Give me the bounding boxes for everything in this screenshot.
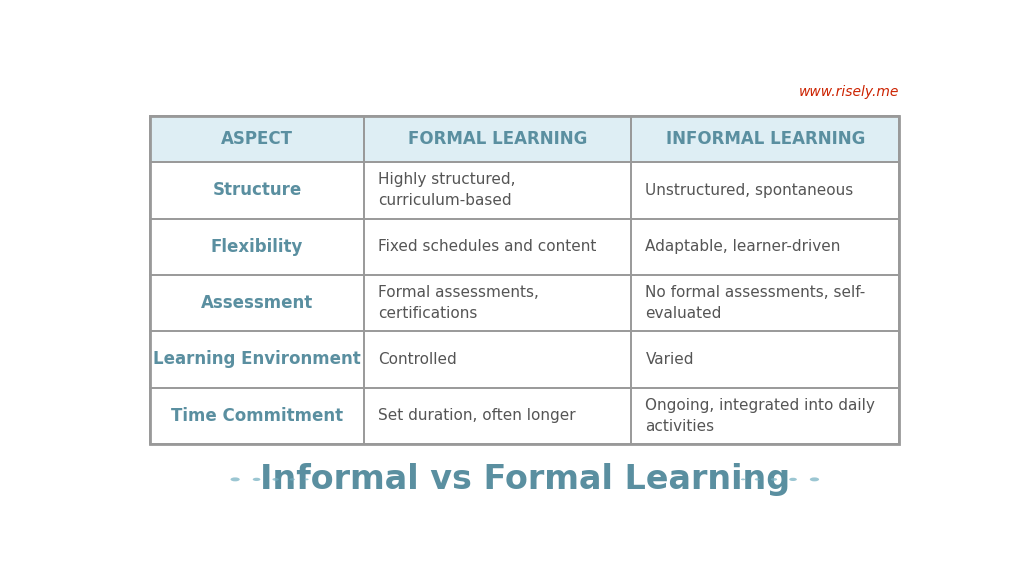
Bar xyxy=(364,331,631,388)
Bar xyxy=(151,331,364,388)
Bar xyxy=(631,388,899,444)
Bar xyxy=(151,218,364,275)
Bar xyxy=(151,388,364,444)
Bar xyxy=(364,275,631,331)
Bar xyxy=(631,116,899,162)
Bar xyxy=(151,162,364,218)
Bar xyxy=(151,218,364,275)
Text: www.risely.me: www.risely.me xyxy=(799,85,899,98)
Text: Informal vs Formal Learning: Informal vs Formal Learning xyxy=(260,463,790,496)
Bar xyxy=(631,331,899,388)
Bar xyxy=(364,162,631,218)
Text: Structure: Structure xyxy=(212,181,302,199)
Text: Time Commitment: Time Commitment xyxy=(171,407,343,425)
Bar xyxy=(631,218,899,275)
Text: Adaptable, learner-driven: Adaptable, learner-driven xyxy=(645,239,841,254)
Bar xyxy=(631,162,899,218)
Ellipse shape xyxy=(741,479,745,480)
Text: Flexibility: Flexibility xyxy=(211,238,303,256)
Text: Controlled: Controlled xyxy=(378,352,457,367)
Ellipse shape xyxy=(771,478,777,481)
Text: ASPECT: ASPECT xyxy=(221,130,293,148)
Ellipse shape xyxy=(290,478,295,480)
Bar xyxy=(631,116,899,162)
Bar xyxy=(151,116,364,162)
Text: Varied: Varied xyxy=(645,352,694,367)
Bar xyxy=(364,388,631,444)
Text: FORMAL LEARNING: FORMAL LEARNING xyxy=(408,130,587,148)
Text: Highly structured,
curriculum-based: Highly structured, curriculum-based xyxy=(378,172,515,209)
Bar xyxy=(151,388,364,444)
Bar xyxy=(364,162,631,218)
Text: No formal assessments, self-
evaluated: No formal assessments, self- evaluated xyxy=(645,285,865,321)
Bar xyxy=(631,162,899,218)
Bar xyxy=(151,116,899,444)
Ellipse shape xyxy=(253,478,260,481)
Bar xyxy=(151,275,364,331)
Bar xyxy=(151,162,364,218)
Bar xyxy=(364,331,631,388)
Bar xyxy=(364,116,631,162)
Bar xyxy=(364,275,631,331)
Bar xyxy=(631,275,899,331)
Text: Unstructured, spontaneous: Unstructured, spontaneous xyxy=(645,183,854,198)
Text: Ongoing, integrated into daily
activities: Ongoing, integrated into daily activitie… xyxy=(645,398,876,434)
Bar xyxy=(631,218,899,275)
Ellipse shape xyxy=(230,478,240,482)
Bar xyxy=(364,218,631,275)
Ellipse shape xyxy=(755,478,760,480)
Ellipse shape xyxy=(304,479,308,480)
Text: Fixed schedules and content: Fixed schedules and content xyxy=(378,239,596,254)
Bar xyxy=(631,331,899,388)
Bar xyxy=(364,218,631,275)
Text: Assessment: Assessment xyxy=(201,294,313,312)
Bar xyxy=(631,275,899,331)
Text: Set duration, often longer: Set duration, often longer xyxy=(378,408,575,423)
Text: Learning Environment: Learning Environment xyxy=(154,350,360,369)
Ellipse shape xyxy=(790,478,797,481)
Text: INFORMAL LEARNING: INFORMAL LEARNING xyxy=(666,130,865,148)
Bar xyxy=(151,331,364,388)
Ellipse shape xyxy=(810,478,819,482)
Ellipse shape xyxy=(272,478,279,481)
Bar xyxy=(151,275,364,331)
Bar xyxy=(631,388,899,444)
Bar xyxy=(364,116,631,162)
Bar xyxy=(364,388,631,444)
Bar xyxy=(151,116,364,162)
Text: Formal assessments,
certifications: Formal assessments, certifications xyxy=(378,285,539,321)
